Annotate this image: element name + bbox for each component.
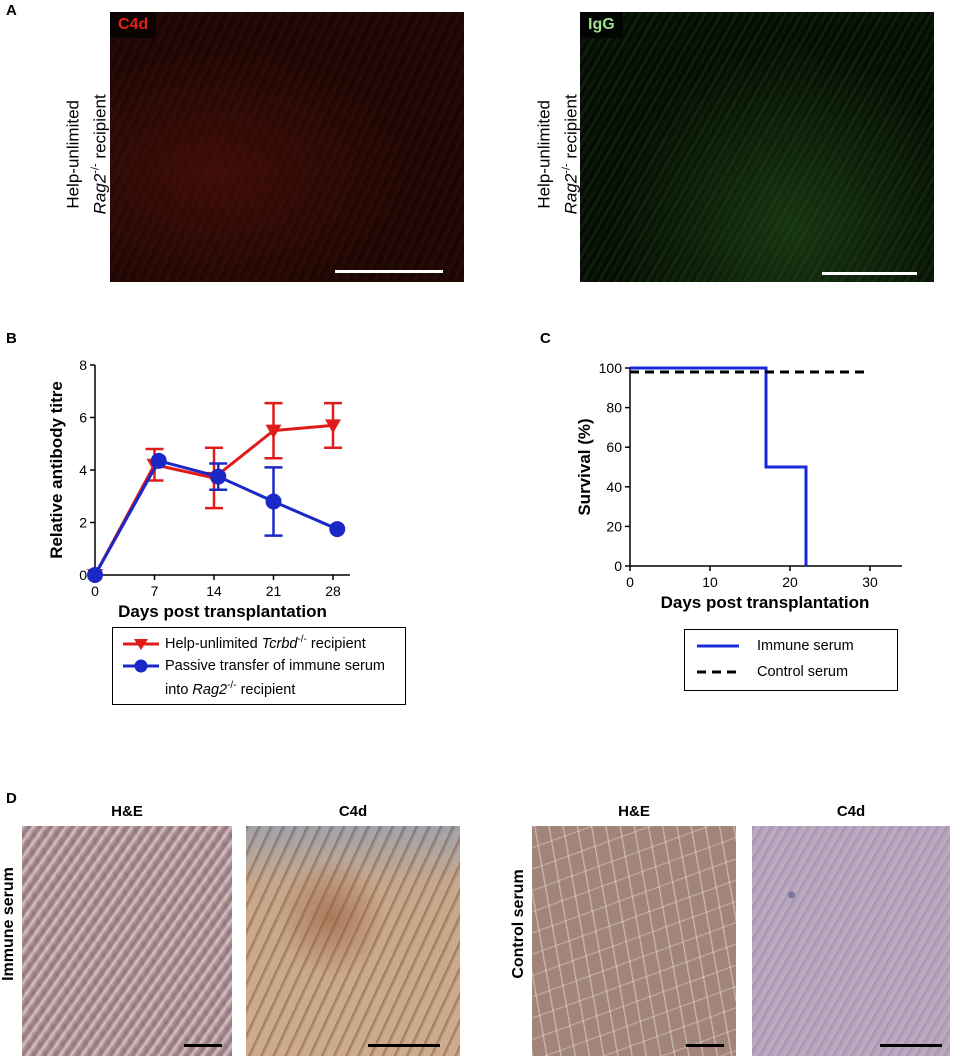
panel-letter-b: B [6, 330, 17, 347]
data-point [329, 521, 346, 538]
legend-label-rag2: Passive transfer of immune serum into Ra… [165, 658, 385, 698]
data-point [150, 452, 167, 469]
chart-b-legend: Help-unlimited Tcrbd-/- recipient Passiv… [112, 627, 406, 705]
data-point [325, 419, 341, 434]
panel-letter-a: A [6, 2, 17, 19]
x-tick-label: 20 [782, 574, 798, 590]
legend-swatch-tcrbd [123, 639, 159, 650]
data-point [265, 493, 282, 510]
legend-swatch-immune [697, 644, 739, 648]
y-tick-label: 0 [79, 567, 87, 583]
panel-letter-d: D [6, 790, 17, 807]
y-tick-label: 2 [79, 515, 87, 531]
y-tick-label: 4 [79, 462, 87, 478]
hist-title-c4d-control: C4d [836, 803, 866, 820]
y-tick-label: 6 [79, 410, 87, 426]
igg-stain-label: IgG [580, 12, 623, 38]
scale-bar [184, 1044, 222, 1047]
x-tick-label: 14 [206, 583, 222, 599]
legend-swatch-control [697, 670, 739, 674]
y-tick-label: 100 [599, 360, 623, 376]
hist-title-c4d-immune: C4d [338, 803, 368, 820]
y-tick-label: 8 [79, 357, 87, 373]
x-tick-label: 30 [862, 574, 878, 590]
x-tick-label: 0 [626, 574, 634, 590]
data-point [265, 424, 282, 439]
x-tick-label: 21 [266, 583, 282, 599]
scale-bar [822, 272, 917, 275]
c4d-stain-immune-image [246, 826, 460, 1056]
x-tick-label: 10 [702, 574, 718, 590]
group-label-control-serum: Control serum [510, 869, 527, 979]
survival-curve-0 [630, 366, 808, 566]
y-tick-label: 20 [606, 518, 622, 534]
scale-bar [335, 270, 443, 273]
scale-bar [880, 1044, 942, 1047]
survival-chart: 0 20 40 60 80 100 0 10 20 30 Days post transplanta… [575, 360, 902, 612]
y-tick-label: 0 [614, 558, 622, 574]
legend-label-tcrbd: Help-unlimited Tcrbd-/- recipient [165, 634, 366, 652]
panel-letter-c: C [540, 330, 551, 347]
c4d-stain-label: C4d [110, 12, 157, 38]
y-axis-label: Survival (%) [575, 418, 594, 515]
c4d-stain-control-image [752, 826, 950, 1056]
scale-bar [686, 1044, 724, 1047]
x-axis-label: Days post transplantation [118, 602, 327, 621]
c4d-fluorescence-image: C4d [110, 12, 464, 282]
hist-title-he-immune: H&E [111, 803, 143, 820]
chart-c-legend: Immune serum Control serum [684, 629, 898, 691]
x-tick-label: 28 [325, 583, 341, 599]
igg-fluorescence-image: IgG [580, 12, 934, 282]
panel-a-left-ylabel: Help-unlimited Rag2-/- recipient [63, 94, 110, 215]
x-tick-label: 7 [151, 583, 159, 599]
y-axis-label: Relative antibody titre [47, 381, 66, 559]
panel-a-right-ylabel: Help-unlimited Rag2-/- recipient [534, 94, 581, 215]
group-label-immune-serum: Immune serum [0, 867, 17, 981]
he-stain-control-image [532, 826, 736, 1056]
scale-bar [368, 1044, 440, 1047]
legend-swatch-rag2 [123, 659, 159, 673]
y-tick-label: 60 [606, 439, 622, 455]
data-point [87, 567, 103, 583]
hist-title-he-control: H&E [618, 803, 650, 820]
he-stain-immune-image [22, 826, 232, 1056]
antibody-titre-chart: 0 2 4 6 8 0 7 14 21 28 Days post transplantation Re… [47, 357, 350, 621]
legend-label-immune: Immune serum [757, 638, 854, 654]
y-tick-label: 40 [606, 479, 622, 495]
y-tick-label: 80 [606, 400, 622, 416]
data-point [210, 468, 227, 485]
x-tick-label: 0 [91, 583, 99, 599]
legend-label-control: Control serum [757, 664, 849, 680]
x-axis-label: Days post transplantation [661, 593, 870, 612]
